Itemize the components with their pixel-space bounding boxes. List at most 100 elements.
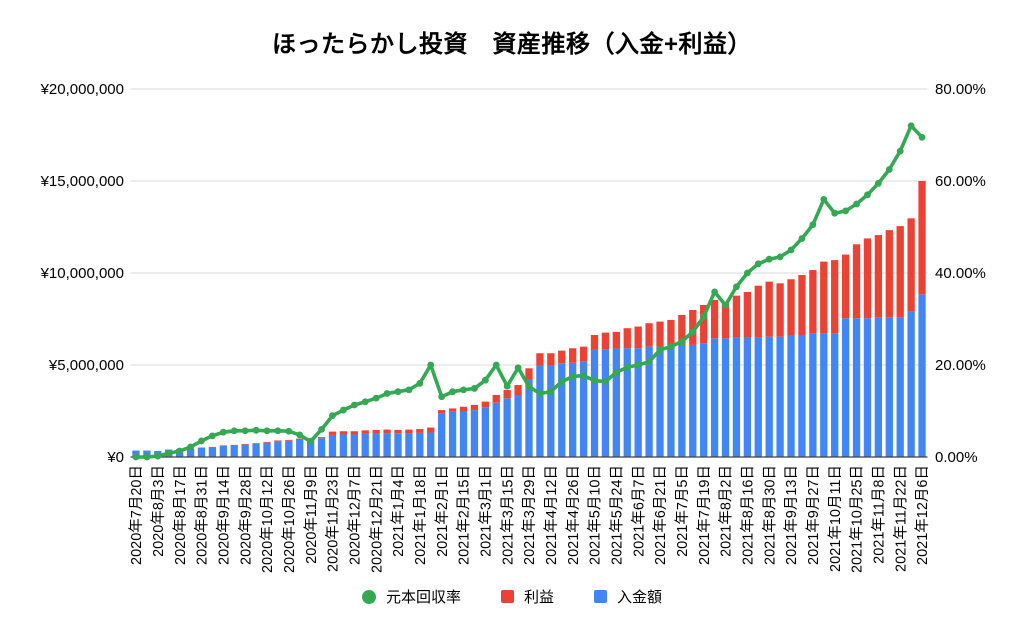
x-axis-label: 2020年7月20日 bbox=[128, 465, 145, 565]
chart-legend: 元本回収率 利益 入金額 bbox=[0, 586, 1024, 607]
x-axis-label: 2020年8月17日 bbox=[172, 465, 189, 565]
right-axis-label: 40.00% bbox=[935, 265, 986, 282]
bar-deposit-segment bbox=[798, 335, 806, 457]
rate-point bbox=[350, 401, 358, 409]
bar-deposit-segment bbox=[710, 338, 719, 457]
bar-deposit-segment bbox=[700, 343, 708, 457]
legend-item-profit: 利益 bbox=[500, 586, 554, 607]
bar-deposit-segment bbox=[721, 338, 730, 457]
rate-point bbox=[864, 191, 871, 199]
rate-point bbox=[787, 246, 795, 254]
x-axis-label: 2021年10月25日 bbox=[849, 465, 866, 573]
bar-profit-segment bbox=[317, 437, 326, 439]
rate-point bbox=[339, 406, 347, 414]
left-axis-label: ¥10,000,000 bbox=[40, 265, 124, 282]
rate-point bbox=[198, 437, 205, 445]
bar-deposit-segment bbox=[492, 402, 500, 457]
x-axis-label: 2021年9月13日 bbox=[783, 465, 800, 565]
x-axis-label: 2021年8月16日 bbox=[740, 465, 757, 565]
rate-point bbox=[208, 432, 216, 440]
bar-profit-segment bbox=[841, 254, 850, 319]
x-axis-label: 2020年8月3日 bbox=[150, 465, 167, 557]
bar-deposit-segment bbox=[503, 398, 511, 457]
bar-profit-segment bbox=[700, 305, 708, 344]
bar-profit-segment bbox=[601, 332, 610, 350]
bar-deposit-segment bbox=[743, 337, 752, 457]
bar-profit-segment bbox=[721, 301, 730, 339]
x-axis-label: 2021年6月21日 bbox=[652, 465, 669, 565]
bar-profit-segment bbox=[896, 226, 904, 318]
bar-profit-segment bbox=[710, 299, 719, 339]
bar-profit-segment bbox=[503, 390, 511, 399]
rate-point bbox=[460, 386, 467, 394]
rate-point bbox=[383, 390, 391, 397]
bar-profit-segment bbox=[689, 309, 697, 345]
bar-profit-segment bbox=[863, 238, 872, 319]
bar-deposit-segment bbox=[525, 379, 533, 457]
x-axis-label: 2020年11月23日 bbox=[325, 465, 342, 572]
bar-deposit-segment bbox=[765, 336, 773, 457]
bar-profit-segment bbox=[634, 326, 642, 349]
bar-deposit-segment bbox=[667, 346, 675, 457]
bar-profit-segment bbox=[383, 429, 391, 434]
right-axis-label: 80.00% bbox=[935, 81, 986, 98]
bar-profit-segment bbox=[492, 394, 500, 403]
rate-point bbox=[733, 283, 740, 291]
rate-point bbox=[907, 122, 915, 130]
rate-point bbox=[536, 390, 544, 397]
bar-deposit-segment bbox=[197, 447, 206, 457]
rate-point bbox=[274, 427, 282, 435]
bar-profit-segment bbox=[547, 353, 555, 365]
legend-label-profit: 利益 bbox=[523, 589, 554, 606]
rate-point bbox=[241, 427, 249, 435]
bar-deposit-segment bbox=[470, 410, 479, 457]
bar-deposit-segment bbox=[831, 333, 839, 457]
rate-point bbox=[612, 368, 620, 376]
bar-profit-segment bbox=[820, 261, 828, 334]
left-axis-label: ¥20,000,000 bbox=[40, 81, 124, 98]
bar-deposit-segment bbox=[787, 335, 795, 457]
rate-point bbox=[481, 376, 489, 384]
rate-point bbox=[645, 358, 653, 366]
left-axis-label: ¥15,000,000 bbox=[40, 173, 124, 190]
rate-point bbox=[656, 346, 664, 354]
rate-point bbox=[405, 386, 413, 394]
right-axis-label: 20.00% bbox=[935, 357, 986, 374]
bar-deposit-segment bbox=[317, 438, 326, 457]
bar-profit-segment bbox=[394, 429, 402, 434]
rate-point bbox=[296, 431, 304, 439]
bar-profit-segment bbox=[470, 404, 479, 411]
rate-point bbox=[623, 363, 631, 371]
bar-deposit-segment bbox=[841, 318, 850, 457]
rate-point bbox=[416, 380, 424, 387]
bar-deposit-segment bbox=[689, 344, 697, 457]
x-axis-label: 2020年10月12日 bbox=[259, 465, 276, 573]
bar-profit-segment bbox=[874, 235, 883, 318]
x-axis-label: 2021年6月7日 bbox=[630, 465, 647, 557]
x-axis-label: 2021年2月15日 bbox=[456, 465, 473, 565]
left-axis-label: ¥0 bbox=[106, 449, 124, 466]
bar-profit-segment bbox=[656, 321, 664, 347]
legend-marker-deposit-square bbox=[594, 590, 607, 603]
rate-point bbox=[263, 427, 271, 435]
rate-point bbox=[678, 338, 686, 345]
bar-deposit-segment bbox=[634, 348, 642, 457]
bar-profit-segment bbox=[743, 291, 752, 338]
rate-point bbox=[754, 260, 762, 268]
bar-deposit-segment bbox=[306, 438, 315, 457]
rate-point bbox=[219, 428, 227, 436]
bar-deposit-segment bbox=[547, 365, 555, 457]
rate-point bbox=[580, 372, 587, 379]
x-axis-label: 2021年4月12日 bbox=[543, 465, 560, 565]
bar-profit-segment bbox=[525, 368, 533, 380]
bar-profit-segment bbox=[623, 328, 631, 349]
bar-deposit-segment bbox=[230, 445, 238, 457]
rate-point bbox=[689, 328, 697, 336]
rate-point bbox=[874, 179, 882, 187]
rate-point bbox=[743, 269, 751, 277]
rate-point bbox=[831, 209, 839, 217]
x-axis-label: 2021年3月15日 bbox=[499, 465, 516, 565]
bar-profit-segment bbox=[274, 440, 282, 442]
rate-point bbox=[896, 147, 904, 155]
